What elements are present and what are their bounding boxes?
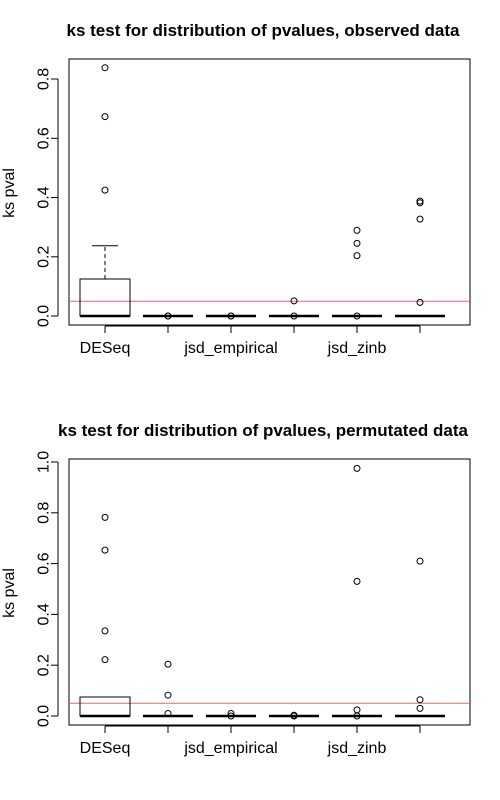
plot-frame xyxy=(68,458,471,726)
outlier-point xyxy=(416,298,424,306)
outlier-point xyxy=(353,706,361,714)
outlier-point xyxy=(353,712,361,720)
outlier-point xyxy=(164,710,172,717)
x-tick-label: jsd_empirical xyxy=(183,740,277,757)
x-tick-label: DESeq xyxy=(80,340,131,357)
y-tick-label: 0.8 xyxy=(36,68,53,90)
outlier-point xyxy=(101,64,109,72)
outlier-point xyxy=(164,691,172,699)
chart-title: ks test for distribution of pvalues, obs… xyxy=(67,21,461,40)
outlier-point xyxy=(101,627,109,635)
outlier-point xyxy=(416,704,424,712)
x-tick-label: jsd_empirical xyxy=(183,340,277,357)
outlier-point xyxy=(416,215,424,223)
y-tick-label: 0.0 xyxy=(36,305,53,327)
y-tick-label: 0.8 xyxy=(36,502,53,524)
outlier-point xyxy=(164,312,172,320)
outlier-point xyxy=(353,577,361,585)
plot-frame xyxy=(68,58,471,326)
outlier-point xyxy=(416,199,424,207)
y-tick-label: 0.4 xyxy=(36,603,53,625)
outlier-point xyxy=(416,696,424,704)
outlier-point xyxy=(101,513,109,521)
outlier-point xyxy=(101,546,109,554)
outlier-point xyxy=(227,312,235,320)
outlier-point xyxy=(290,297,298,305)
y-tick-label: 0.6 xyxy=(36,127,53,149)
box xyxy=(79,278,131,317)
y-tick-label: 0.6 xyxy=(36,552,53,574)
outlier-point xyxy=(290,312,298,320)
x-tick-label: jsd_zinb xyxy=(327,340,387,357)
plot-marks: 0.0 0.2 0.4 0.6 0.8 1.0 DESeq jsd_empirical jsd_… xyxy=(36,451,470,757)
y-axis-label: ks pval xyxy=(1,568,18,618)
x-tick-label: DESeq xyxy=(80,740,131,757)
outlier-point xyxy=(101,113,109,121)
outlier-point xyxy=(101,186,109,194)
outlier-point xyxy=(353,464,361,472)
y-tick-label: 0.2 xyxy=(36,246,53,268)
box xyxy=(79,696,131,717)
outlier-point xyxy=(353,312,361,320)
chart-title: ks test for distribution of pvalues, per… xyxy=(58,421,468,440)
outlier-point xyxy=(353,252,361,260)
outlier-point xyxy=(164,660,172,668)
outlier-point xyxy=(227,712,235,720)
outlier-point xyxy=(353,239,361,247)
y-tick-label: 1.0 xyxy=(36,451,53,473)
y-tick-label: 0.2 xyxy=(36,654,53,676)
y-tick-label: 0.0 xyxy=(36,705,53,727)
outlier-point xyxy=(353,226,361,234)
outlier-point xyxy=(227,710,235,717)
outlier-point xyxy=(290,712,298,720)
x-tick-label: jsd_zinb xyxy=(327,740,387,757)
y-axis-label: ks pval xyxy=(1,168,18,218)
outlier-point xyxy=(416,557,424,565)
plot-marks: 0.0 0.2 0.4 0.6 0.8 DESeq jsd_empirical jsd_zin… xyxy=(36,64,470,357)
y-tick-label: 0.4 xyxy=(36,186,53,208)
outlier-point xyxy=(101,656,109,664)
observed-data-panel: ks test for distribution of pvalues, obs… xyxy=(1,21,471,357)
permutated-data-panel: ks test for distribution of pvalues, per… xyxy=(1,421,471,757)
